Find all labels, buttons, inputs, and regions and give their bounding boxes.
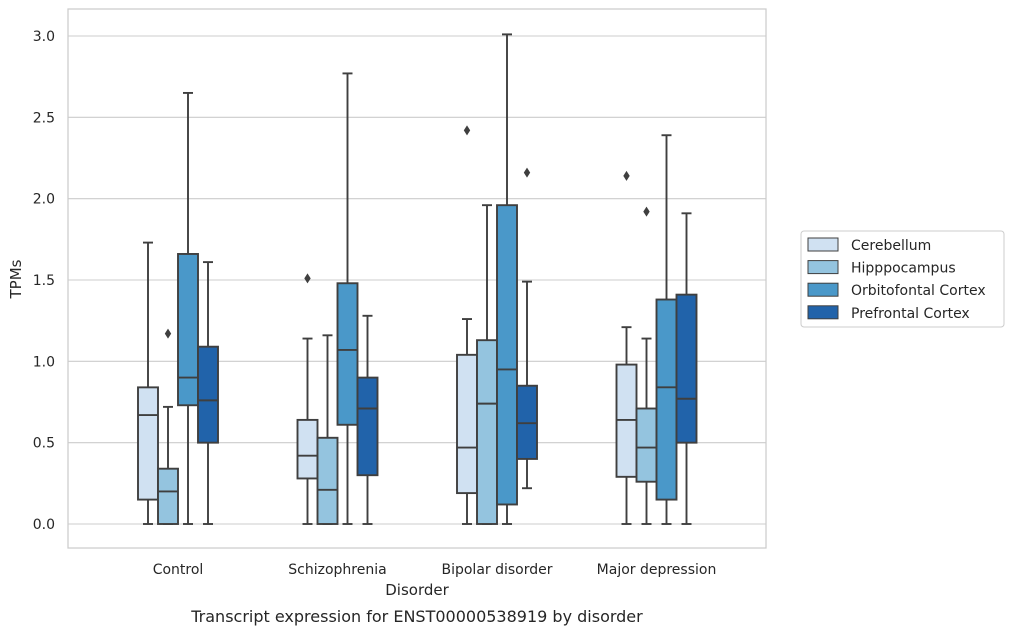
chart-caption: Transcript expression for ENST0000053891… xyxy=(190,607,643,626)
legend-item: Orbitofontal Cortex xyxy=(807,282,986,299)
box-groups xyxy=(137,33,698,525)
y-tick-label: 1.5 xyxy=(33,273,55,289)
y-tick-label: 2.0 xyxy=(33,192,55,208)
legend-swatch xyxy=(807,237,839,252)
box-iqr xyxy=(675,293,698,444)
outlier-marker xyxy=(304,273,311,284)
legend-frame xyxy=(800,230,1005,328)
legend-swatch xyxy=(807,282,839,297)
box-element xyxy=(675,212,698,525)
box-element xyxy=(137,241,159,525)
x-tick-label: Major depression xyxy=(597,562,717,578)
y-tick-label: 3.0 xyxy=(33,29,55,45)
outlier-marker xyxy=(523,167,531,178)
box-iqr xyxy=(476,339,498,525)
box-iqr xyxy=(356,376,379,477)
legend-swatch xyxy=(807,305,839,320)
legend-item: Cerebellum xyxy=(807,237,931,254)
box-element xyxy=(496,33,518,525)
legend-swatch xyxy=(807,260,839,275)
legend: Cerebellum Hipppocampus Orbitofontal Corte… xyxy=(800,230,1005,328)
outlier-marker xyxy=(164,328,172,339)
box-iqr xyxy=(137,386,159,501)
box-element xyxy=(157,328,179,525)
box-element xyxy=(476,204,498,525)
box-iqr xyxy=(635,407,658,483)
category-group xyxy=(456,33,538,525)
x-tick-label: Bipolar disorder xyxy=(441,562,552,578)
box-element xyxy=(197,261,219,525)
category-group xyxy=(615,134,698,525)
box-element xyxy=(336,72,359,525)
box-element xyxy=(356,314,379,525)
y-tick-label: 1.0 xyxy=(33,354,55,370)
y-axis-ticks: 0.0 0.5 1.0 1.5 2.0 2.5 3.0 xyxy=(33,29,55,533)
outlier-marker xyxy=(623,170,630,181)
box-iqr xyxy=(296,418,319,480)
legend-label: Prefrontal Cortex xyxy=(851,306,970,322)
legend-label: Orbitofontal Cortex xyxy=(851,283,986,299)
legend-item: Prefrontal Cortex xyxy=(807,305,970,322)
plot-area xyxy=(67,8,767,549)
box-iqr xyxy=(316,436,339,525)
y-tick-label: 0.0 xyxy=(33,517,55,533)
box-iqr xyxy=(336,282,359,426)
x-tick-label: Control xyxy=(153,562,204,578)
box-element xyxy=(316,334,339,525)
box-element xyxy=(655,134,678,525)
box-iqr xyxy=(197,345,219,444)
y-axis-label: TPMs xyxy=(7,259,25,299)
legend-item: Hipppocampus xyxy=(807,260,956,277)
x-axis-ticks: Control Schizophrenia Bipolar disorder Majo… xyxy=(153,562,717,578)
y-tick-label: 0.5 xyxy=(33,436,55,452)
box-element xyxy=(635,206,658,525)
box-iqr xyxy=(655,298,678,501)
x-axis-label: Disorder xyxy=(385,581,449,599)
box-iqr xyxy=(177,253,199,407)
box-element xyxy=(177,91,199,525)
box-iqr xyxy=(496,204,518,506)
category-group xyxy=(137,91,219,525)
legend-label: Hipppocampus xyxy=(851,261,956,277)
y-tick-label: 2.5 xyxy=(33,110,55,126)
outlier-marker xyxy=(463,125,471,136)
box-iqr xyxy=(456,353,478,495)
category-group xyxy=(296,72,379,525)
box-element xyxy=(296,273,319,525)
x-tick-label: Schizophrenia xyxy=(288,562,386,578)
legend-label: Cerebellum xyxy=(851,238,931,254)
box-element xyxy=(456,125,478,525)
box-iqr xyxy=(157,467,179,525)
box-element xyxy=(615,170,638,525)
box-element xyxy=(516,167,538,490)
outlier-marker xyxy=(643,206,650,217)
